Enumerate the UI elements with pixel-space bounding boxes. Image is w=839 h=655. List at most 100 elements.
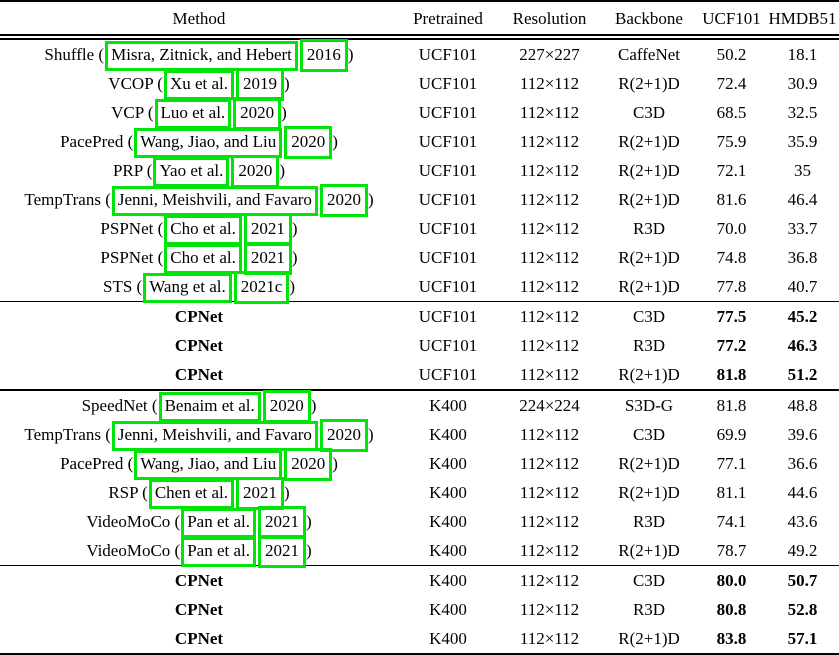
- backbone-cell: R3D: [632, 599, 666, 619]
- method-name: CPNet: [174, 364, 224, 384]
- table-row: TempTrans (Jenni, Meishvili, and Favaro 2…: [0, 183, 839, 217]
- table-row: Shuffle (Misra, Zitnick, and Hebert 2016)…: [0, 37, 839, 72]
- citation-authors-box[interactable]: Cho et al.: [164, 214, 242, 245]
- hmdb51-score-cell: 35.9: [787, 131, 818, 151]
- backbone-cell: R(2+1)D: [618, 189, 680, 209]
- citation-authors-box[interactable]: Cho et al.: [164, 243, 242, 274]
- citation-authors-box[interactable]: Wang et al.: [143, 272, 232, 303]
- hmdb51-score-cell: 57.1: [766, 624, 839, 655]
- hmdb51-score-cell: 44.6: [787, 482, 818, 502]
- hmdb51-score-cell: 52.8: [787, 599, 818, 619]
- pretrained-cell: UCF101: [418, 364, 478, 384]
- ucf101-score-cell: 72.1: [716, 160, 747, 180]
- hmdb51-score-cell: 18.1: [787, 44, 818, 64]
- pretrained-cell: UCF101: [418, 160, 478, 180]
- resolution-cell: 112×112: [519, 424, 580, 444]
- citation-close-paren: ): [367, 189, 374, 209]
- ucf101-score-cell: 68.5: [716, 102, 747, 122]
- pretrained-cell: K400: [398, 389, 498, 420]
- table-row: VideoMoCo (Pan et al. 2021) K400 112×112 R3D…: [0, 505, 839, 539]
- citation-authors-box[interactable]: Benaim et al.: [158, 391, 261, 422]
- backbone-cell: R3D: [632, 511, 666, 531]
- table-row: CPNet UCF101 112×112 R(2+1)D 81.8 51.2: [0, 360, 839, 390]
- citation-close-paren: ): [284, 482, 290, 502]
- hmdb51-score-cell: 48.8: [766, 389, 839, 420]
- column-header-resolution: Resolution: [498, 1, 601, 40]
- citation-year-box[interactable]: 2016: [299, 38, 348, 72]
- citation-year-box[interactable]: 2021: [258, 534, 306, 568]
- method-cell: CPNet: [0, 301, 398, 331]
- pretrained-cell: UCF101: [418, 131, 478, 151]
- hmdb51-score-cell: 39.6: [787, 424, 818, 444]
- ucf101-score-cell: 77.5: [697, 301, 766, 331]
- method-cell: VCP (Luo et al. 2020): [0, 96, 398, 130]
- pretrained-cell: K400: [398, 565, 498, 595]
- table-row: PSPNet (Cho et al. 2021) UCF101 112×112 R(2+…: [0, 241, 839, 275]
- citation-year-box[interactable]: 2021c: [233, 270, 290, 304]
- citation-authors-box[interactable]: Wang, Jiao, and Liu: [134, 127, 283, 158]
- hmdb51-score-cell: 51.2: [787, 364, 818, 384]
- resolution-cell: 112×112: [519, 247, 580, 267]
- table-row: CPNet UCF101 112×112 C3D 77.5 45.2: [0, 301, 839, 331]
- backbone-cell: R(2+1)D: [618, 131, 680, 151]
- method-cell: STS (Wang et al. 2021c): [0, 270, 398, 304]
- backbone-cell: C3D: [632, 424, 666, 444]
- method-name: Shuffle (: [44, 44, 105, 64]
- table-row: PacePred (Wang, Jiao, and Liu 2020) K400 11…: [0, 447, 839, 481]
- method-name: PSPNet (: [100, 218, 164, 238]
- ucf101-score-cell: 77.8: [716, 276, 747, 296]
- citation-close-paren: ): [347, 44, 354, 64]
- column-header-hmdb51: HMDB51: [766, 1, 839, 40]
- backbone-cell: R(2+1)D: [618, 364, 680, 384]
- pretrained-cell: UCF101: [418, 44, 478, 64]
- ucf101-score-cell: 77.2: [716, 335, 747, 355]
- citation-authors-box[interactable]: Yao et al.: [153, 156, 230, 187]
- method-name: VCOP (: [108, 73, 163, 93]
- ucf101-score-cell: 81.6: [716, 189, 747, 209]
- citation-authors-box[interactable]: Jenni, Meishvili, and Favaro: [111, 185, 318, 216]
- citation-year-box[interactable]: 2020: [319, 418, 368, 452]
- citation-year-box[interactable]: 2020: [284, 125, 333, 159]
- column-header-ucf101: UCF101: [697, 1, 766, 40]
- method-name: TempTrans (: [24, 189, 111, 209]
- citation-authors-box[interactable]: Jenni, Meishvili, and Favaro: [111, 420, 318, 451]
- resolution-cell: 112×112: [519, 218, 580, 238]
- citation-year-box[interactable]: 2020: [231, 154, 280, 188]
- table-row: SpeedNet (Benaim et al. 2020) K400 224×224 S…: [0, 389, 839, 423]
- ucf101-score-cell: 81.8: [716, 364, 747, 384]
- citation-authors-box[interactable]: Chen et al.: [148, 478, 235, 509]
- resolution-cell: 224×224: [498, 389, 601, 420]
- method-name: VideoMoCo (: [86, 511, 181, 531]
- ucf101-score-cell: 50.2: [716, 44, 747, 64]
- method-name: CPNet: [174, 335, 224, 355]
- method-name: CPNet: [174, 599, 224, 619]
- backbone-cell: R(2+1)D: [618, 540, 680, 560]
- citation-authors-box[interactable]: Luo et al.: [154, 98, 232, 129]
- resolution-cell: 112×112: [519, 335, 580, 355]
- citation-year-box[interactable]: 2020: [262, 389, 311, 423]
- ucf101-score-cell: 70.0: [716, 218, 747, 238]
- citation-authors-box[interactable]: Xu et al.: [163, 69, 235, 100]
- citation-year-box[interactable]: 2020: [284, 447, 333, 481]
- citation-authors-box[interactable]: Misra, Zitnick, and Hebert: [105, 40, 298, 71]
- table-row: VideoMoCo (Pan et al. 2021) K400 112×112 R(2…: [0, 534, 839, 568]
- backbone-cell: CaffeNet: [618, 44, 680, 64]
- ucf101-score-cell: 77.1: [716, 453, 747, 473]
- table-header: Method Pretrained Resolution Backbone UC…: [0, 1, 839, 40]
- pretrained-cell: UCF101: [418, 276, 478, 296]
- citation-close-paren: ): [306, 511, 312, 531]
- hmdb51-score-cell: 35: [794, 160, 811, 180]
- backbone-cell: R(2+1)D: [618, 247, 680, 267]
- citation-year-box[interactable]: 2020: [319, 183, 368, 217]
- pretrained-cell: UCF101: [398, 301, 498, 331]
- header-row: Method Pretrained Resolution Backbone UC…: [0, 1, 839, 40]
- column-header-pretrained: Pretrained: [398, 1, 498, 40]
- citation-year-box[interactable]: 2020: [233, 96, 282, 130]
- citation-authors-box[interactable]: Pan et al.: [181, 536, 256, 567]
- method-cell: RSP (Chen et al. 2021): [0, 476, 398, 510]
- table-row: VCP (Luo et al. 2020) UCF101 112×112 C3D 68.5…: [0, 96, 839, 130]
- citation-authors-box[interactable]: Wang, Jiao, and Liu: [134, 449, 283, 480]
- citation-authors-box[interactable]: Pan et al.: [181, 507, 256, 538]
- method-cell: CPNet: [0, 565, 398, 595]
